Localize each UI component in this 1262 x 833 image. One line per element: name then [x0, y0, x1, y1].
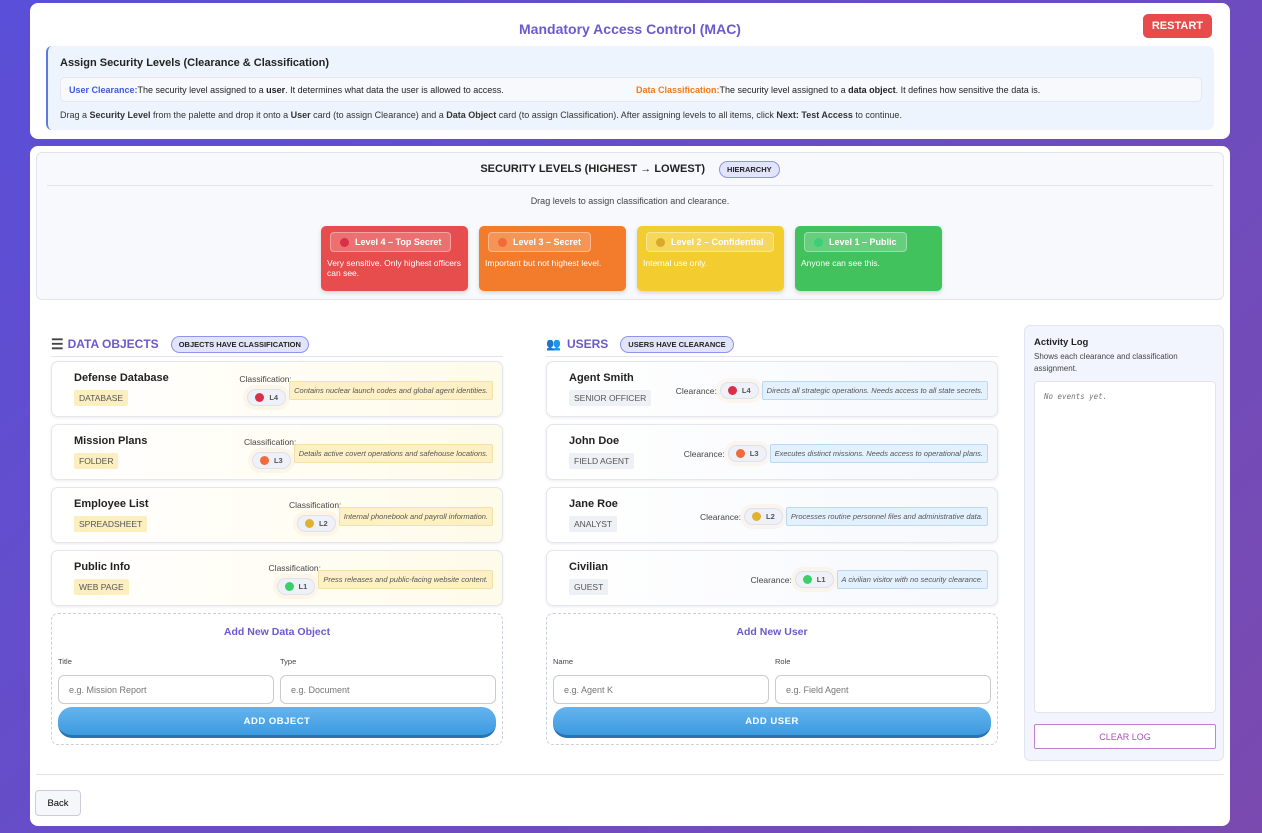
- item-tag: FOLDER: [74, 453, 119, 469]
- security-level-card[interactable]: Level 1 – Public Anyone can see this.: [795, 226, 942, 291]
- level-badge[interactable]: L1: [794, 571, 834, 588]
- security-level-card[interactable]: Level 3 – Secret Important but not highe…: [479, 226, 626, 291]
- level-drag-handle[interactable]: Level 4 – Top Secret: [330, 232, 452, 252]
- level-badge[interactable]: L4: [719, 382, 759, 399]
- level-badge[interactable]: L1: [276, 578, 316, 595]
- user-card[interactable]: Agent Smith SENIOR OFFICER Clearance: L4 Dir…: [546, 361, 998, 417]
- level-badge[interactable]: L2: [744, 508, 783, 525]
- objects-badge: OBJECTS HAVE CLASSIFICATION: [170, 335, 309, 353]
- user-clearance-def: User Clearance:The security level assign…: [69, 85, 504, 95]
- level-description: Internal use only.: [643, 258, 708, 268]
- level-badge[interactable]: L4: [247, 389, 287, 406]
- item-name: John Doe: [569, 435, 620, 447]
- info-heading: Assign Security Levels (Clearance & Clas…: [60, 57, 329, 69]
- object-type-input[interactable]: [280, 675, 496, 704]
- footer-divider: [36, 774, 1224, 775]
- item-description: Press releases and public-facing website…: [318, 570, 493, 589]
- level-badge[interactable]: L3: [251, 452, 291, 469]
- user-card[interactable]: Jane Roe ANALYST Clearance: L2 Processes rou…: [546, 487, 998, 543]
- user-role-input[interactable]: [775, 675, 991, 704]
- item-name: Public Info: [74, 561, 131, 573]
- item-tag: GUEST: [569, 579, 609, 595]
- item-tag: DATABASE: [74, 390, 129, 406]
- main-panel: SECURITY LEVELS (HIGHEST → LOWEST) HIERAR…: [30, 146, 1230, 826]
- item-name: Civilian: [569, 561, 609, 573]
- level-dot-icon: [340, 237, 349, 247]
- log-output: No events yet.: [1034, 381, 1216, 713]
- clear-log-button[interactable]: CLEAR LOG: [1034, 724, 1216, 749]
- level-dot-icon: [814, 237, 823, 247]
- item-description: Directs all strategic operations. Needs …: [761, 381, 988, 400]
- level-dot-icon: [802, 575, 812, 584]
- user-card[interactable]: Civilian GUEST Clearance: L1 A civilian visi…: [546, 550, 998, 606]
- users-icon: 👥: [546, 337, 561, 351]
- user-card[interactable]: John Doe FIELD AGENT Clearance: L3 Executes …: [546, 424, 998, 480]
- level-dot-icon: [735, 449, 745, 458]
- data-object-card[interactable]: Employee List SPREADSHEET Classification: L…: [51, 487, 503, 543]
- info-box: Assign Security Levels (Clearance & Clas…: [46, 46, 1214, 130]
- security-level-card[interactable]: Level 2 – Confidential Internal use only…: [637, 226, 784, 291]
- instructions: Drag a Security Level from the palette a…: [60, 110, 902, 120]
- security-level-palette: SECURITY LEVELS (HIGHEST → LOWEST) HIERAR…: [36, 152, 1224, 300]
- level-drag-handle[interactable]: Level 1 – Public: [804, 232, 907, 252]
- level-dot-icon: [284, 582, 294, 591]
- level-dot-icon: [304, 519, 314, 528]
- data-object-card[interactable]: Public Info WEB PAGE Classification: L1 Pres…: [51, 550, 503, 606]
- item-tag: WEB PAGE: [74, 579, 129, 595]
- user-list: Agent Smith SENIOR OFFICER Clearance: L4 Dir…: [546, 361, 998, 613]
- security-level-card[interactable]: Level 4 – Top Secret Very sensitive. Onl…: [321, 226, 468, 291]
- add-object-form: Add New Data Object Title Type ADD OBJEC…: [51, 613, 503, 745]
- user-name-input[interactable]: [553, 675, 769, 704]
- level-description: Very sensitive. Only highest officers ca…: [327, 258, 462, 278]
- users-header: 👥 USERS USERS HAVE CLEARANCE: [546, 332, 998, 357]
- item-description: Contains nuclear launch codes and global…: [289, 381, 493, 400]
- definitions: User Clearance:The security level assign…: [60, 77, 1202, 102]
- level-badge[interactable]: L3: [727, 445, 767, 462]
- data-object-card[interactable]: Mission Plans FOLDER Classification: L3 Deta…: [51, 424, 503, 480]
- add-user-form: Add New User Name Role ADD USER: [546, 613, 998, 745]
- level-dot-icon: [498, 237, 507, 247]
- palette-subtitle: Drag levels to assign classification and…: [530, 196, 730, 206]
- hierarchy-badge: HIERARCHY: [719, 160, 780, 178]
- page-title: Mandatory Access Control (MAC): [519, 21, 741, 37]
- level-drag-handle[interactable]: Level 2 – Confidential: [646, 232, 774, 252]
- item-description: Internal phonebook and payroll informati…: [338, 507, 493, 526]
- item-name: Jane Roe: [569, 498, 618, 510]
- item-name: Agent Smith: [569, 372, 634, 384]
- item-tag: SENIOR OFFICER: [569, 390, 652, 406]
- data-classification-def: Data Classification:The security level a…: [636, 85, 1041, 95]
- back-button[interactable]: Back: [35, 790, 81, 816]
- object-title-input[interactable]: [58, 675, 274, 704]
- level-dot-icon: [259, 456, 269, 465]
- item-description: A civilian visitor with no security clea…: [836, 570, 988, 589]
- add-object-button[interactable]: ADD OBJECT: [58, 707, 496, 738]
- item-name: Employee List: [74, 498, 149, 510]
- list-icon: ☰: [51, 335, 64, 352]
- restart-button[interactable]: RESTART: [1142, 14, 1212, 38]
- item-tag: FIELD AGENT: [569, 453, 635, 469]
- level-drag-handle[interactable]: Level 3 – Secret: [488, 232, 592, 252]
- level-description: Anyone can see this.: [801, 258, 880, 268]
- level-dot-icon: [727, 386, 737, 395]
- data-objects-header: ☰ DATA OBJECTS OBJECTS HAVE CLASSIFICATI…: [51, 332, 503, 357]
- activity-log: Activity Log Shows each clearance and cl…: [1024, 325, 1224, 761]
- level-badge[interactable]: L2: [296, 515, 336, 532]
- item-description: Processes routine personnel files and ad…: [785, 507, 988, 526]
- users-badge: USERS HAVE CLEARANCE: [620, 335, 734, 353]
- level-dot-icon: [656, 237, 665, 247]
- item-name: Defense Database: [74, 372, 169, 384]
- data-object-card[interactable]: Defense Database DATABASE Classification: L…: [51, 361, 503, 417]
- header-panel: Mandatory Access Control (MAC) RESTART A…: [30, 3, 1230, 139]
- item-tag: SPREADSHEET: [74, 516, 148, 532]
- add-user-button[interactable]: ADD USER: [553, 707, 991, 738]
- item-description: Executes distinct missions. Needs access…: [769, 444, 988, 463]
- palette-title: SECURITY LEVELS (HIGHEST → LOWEST): [480, 163, 706, 175]
- level-dot-icon: [752, 512, 762, 521]
- level-description: Important but not highest level.: [485, 258, 602, 268]
- level-dot-icon: [255, 393, 265, 402]
- item-description: Details active covert operations and saf…: [293, 444, 493, 463]
- data-object-list: Defense Database DATABASE Classification: L…: [51, 361, 503, 613]
- item-name: Mission Plans: [74, 435, 148, 447]
- item-tag: ANALYST: [569, 516, 618, 532]
